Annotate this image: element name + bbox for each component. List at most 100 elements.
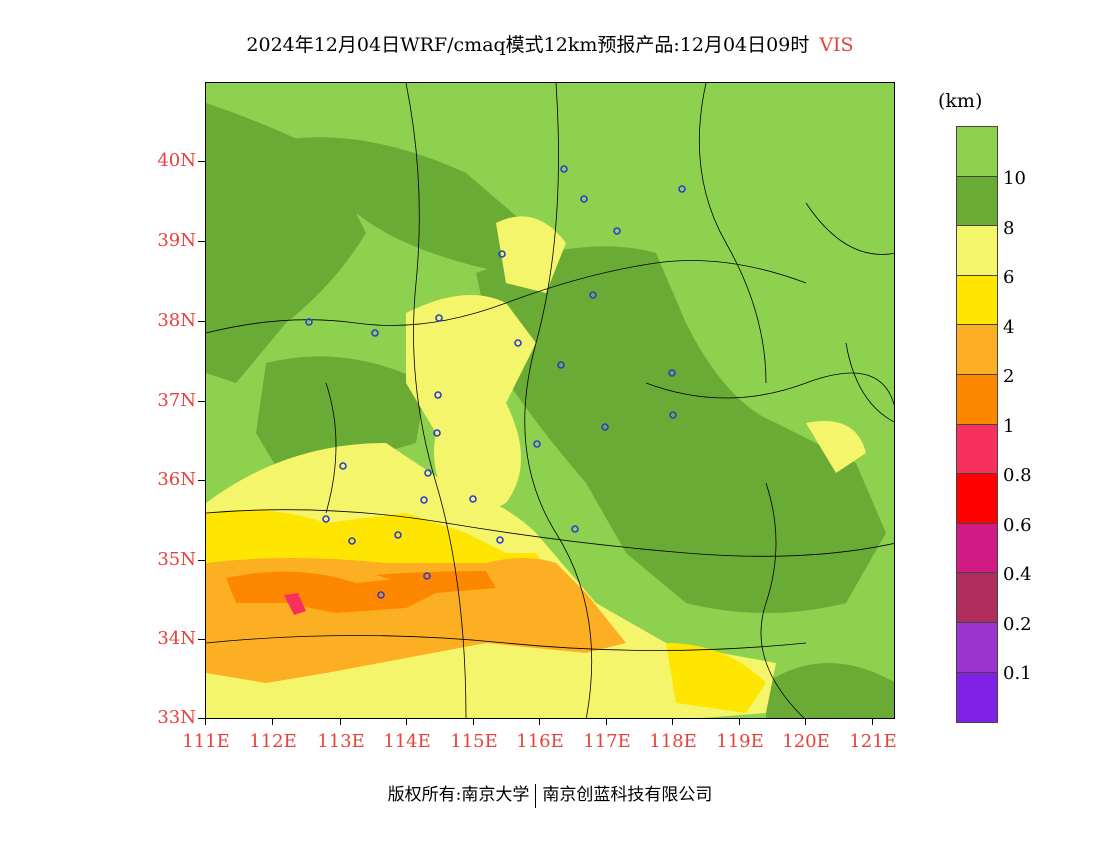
legend-label: 10 [1003,168,1026,189]
legend-label: 8 [1003,218,1015,239]
lat-tick [198,639,205,640]
legend-label: 0.1 [1003,663,1032,684]
vis-region-6-center [406,295,536,523]
lat-label-39: 39N [157,230,196,251]
lat-tick [198,401,205,402]
vis-region-8-center [476,246,886,614]
station-marker [514,339,522,347]
station-marker [560,165,568,173]
lat-tick [198,161,205,162]
station-marker [377,591,385,599]
lon-tick [805,719,806,725]
color-bar-segment [957,672,997,723]
lon-label-117: 117E [583,731,631,752]
color-bar-segment [957,424,997,475]
station-marker [669,411,677,419]
lon-label-120: 120E [782,731,830,752]
footer-divider [535,783,537,808]
lon-tick [872,719,873,725]
lon-tick [672,719,673,725]
lon-label-118: 118E [649,731,697,752]
station-marker [433,429,441,437]
lon-label-112: 112E [249,731,297,752]
legend-label: 2 [1003,366,1015,387]
admin-boundaries [206,83,894,718]
color-bar-segment [957,573,997,623]
station-marker [434,391,442,399]
lon-tick [272,719,273,725]
station-marker [348,537,356,545]
station-marker [589,291,597,299]
lon-label-114: 114E [383,731,431,752]
lat-label-40: 40N [157,150,196,171]
station-marker [580,195,588,203]
lat-tick [198,241,205,242]
footer: 版权所有:南京大学 南京创蓝科技有限公司 [0,780,1100,808]
station-marker [339,462,347,470]
company-text: 南京创蓝科技有限公司 [542,785,713,805]
map-title: 2024年12月04日WRF/cmaq模式12km预报产品:12月04日09时 V… [0,30,1100,57]
lon-tick [473,719,474,725]
station-marker [678,185,686,193]
lon-tick [406,719,407,725]
lon-label-119: 119E [716,731,764,752]
lat-tick [198,480,205,481]
color-bar [956,126,998,723]
lon-label-116: 116E [516,731,564,752]
legend-label: 0.4 [1003,564,1032,585]
lat-label-35: 35N [157,549,196,570]
visibility-field [206,83,894,718]
legend-label: 1 [1003,416,1015,437]
lon-tick [539,719,540,725]
lon-label-111: 111E [182,731,230,752]
lat-label-33: 33N [157,707,196,728]
station-marker [498,250,506,258]
station-marker [305,318,313,326]
lat-tick [198,718,205,719]
station-marker [496,536,504,544]
lon-tick [340,719,341,725]
vis-region-4-southeast [666,643,766,713]
color-bar-segment [957,127,997,177]
vis-region-8-southeast [766,663,894,718]
color-bar-segment [957,325,997,375]
station-marker [322,515,330,523]
lat-label-36: 36N [157,469,196,490]
vis-region-8-north [266,137,536,273]
station-marker [423,572,431,580]
station-marker [469,495,477,503]
legend-label: 4 [1003,317,1015,338]
station-marker [435,314,443,322]
lon-tick [606,719,607,725]
lon-tick [739,719,740,725]
copyright-text: 版权所有:南京大学 [387,785,530,805]
lon-label-121: 121E [849,731,897,752]
visibility-map [205,82,895,719]
vis-region-6-east-patch [806,421,866,473]
legend-label: 0.8 [1003,465,1032,486]
title-main: 2024年12月04日WRF/cmaq模式12km预报产品:12月04日09时 [246,34,810,56]
station-marker [533,440,541,448]
lon-tick [205,719,206,725]
color-bar-segment [957,523,997,574]
station-marker [571,525,579,533]
color-bar-segment [957,374,997,425]
vis-region-1-west [226,571,446,613]
station-marker [424,469,432,477]
station-marker [613,227,621,235]
lat-tick [198,321,205,322]
color-bar-segment [957,226,997,276]
station-marker [394,531,402,539]
station-marker [557,361,565,369]
legend-label: 0.2 [1003,614,1032,635]
legend-unit: (km) [938,90,983,112]
color-bar-segment [957,474,997,524]
color-bar-segment [957,176,997,227]
color-bar-segment [957,275,997,326]
title-variable: VIS [819,34,854,56]
station-marker [601,423,609,431]
lon-label-113: 113E [317,731,365,752]
color-bar-segment [957,622,997,673]
station-markers [305,165,686,599]
station-marker [371,329,379,337]
